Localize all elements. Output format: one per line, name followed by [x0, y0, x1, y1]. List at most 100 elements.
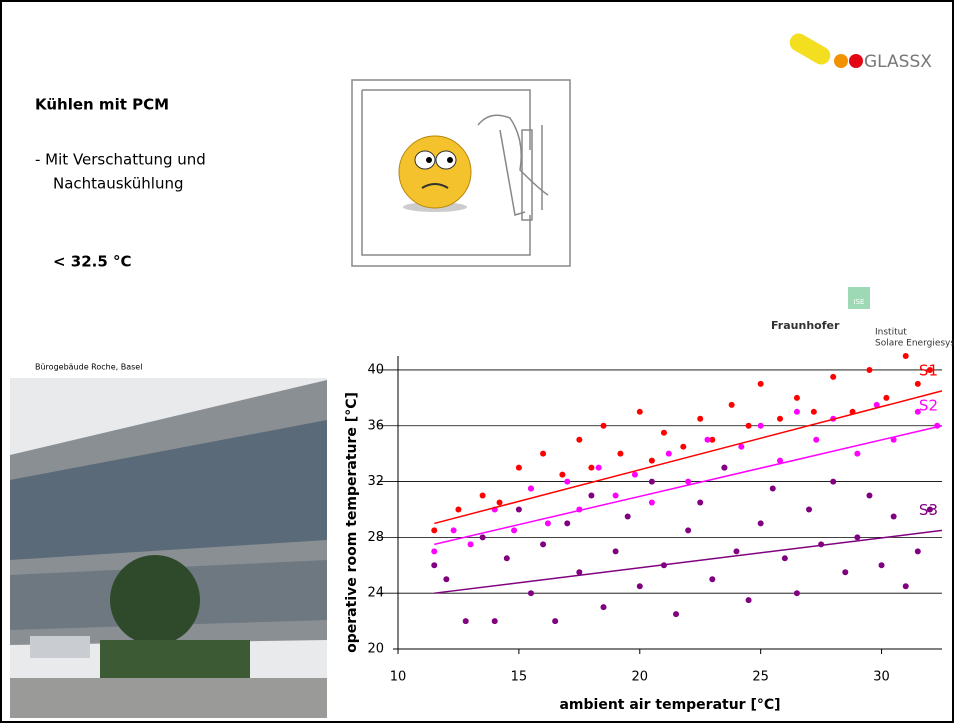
- point: [914, 408, 921, 415]
- point: [842, 569, 849, 576]
- point: [515, 464, 522, 471]
- trend-line: [434, 390, 943, 525]
- point: [564, 478, 571, 485]
- point: [491, 618, 498, 625]
- point: [496, 499, 503, 506]
- y-tick-label: 36: [367, 418, 384, 433]
- point: [515, 506, 522, 513]
- point: [890, 513, 897, 520]
- point: [648, 457, 655, 464]
- point: [806, 506, 813, 513]
- y-tick-label: 24: [367, 586, 384, 601]
- point: [612, 492, 619, 499]
- point: [467, 541, 474, 548]
- heading: Kühlen mit PCM: [35, 96, 169, 114]
- ise-badge: ISE: [854, 298, 865, 306]
- point: [636, 583, 643, 590]
- x-tick-label: 30: [873, 670, 890, 685]
- institut-name: Solare Energiesysteme: [875, 339, 954, 349]
- x-tick-label: 20: [632, 670, 649, 685]
- point: [503, 555, 510, 562]
- point: [685, 527, 692, 534]
- y-tick-label: 20: [367, 642, 384, 657]
- point: [636, 408, 643, 415]
- series-label: S1: [919, 361, 938, 379]
- point: [728, 401, 735, 408]
- point: [527, 485, 534, 492]
- point: [883, 394, 890, 401]
- point: [810, 408, 817, 415]
- point: [588, 464, 595, 471]
- trend-line: [434, 425, 943, 546]
- limit: < 32.5 °C: [53, 253, 132, 271]
- point: [612, 548, 619, 555]
- point: [878, 562, 885, 569]
- point: [595, 464, 602, 471]
- point: [813, 436, 820, 443]
- point: [777, 415, 784, 422]
- point: [902, 583, 909, 590]
- bullet: Nachtauskühlung: [53, 175, 184, 193]
- point: [455, 506, 462, 513]
- point: [721, 464, 728, 471]
- point: [648, 499, 655, 506]
- point: [617, 450, 624, 457]
- y-tick-label: 40: [367, 362, 384, 377]
- point: [793, 408, 800, 415]
- point: [854, 534, 861, 541]
- trend-line: [434, 529, 943, 594]
- point: [479, 492, 486, 499]
- point: [854, 450, 861, 457]
- point: [873, 401, 880, 408]
- x-tick-label: 15: [511, 670, 528, 685]
- point: [738, 443, 745, 450]
- point: [890, 436, 897, 443]
- x-tick-label: 25: [752, 670, 769, 685]
- point: [564, 520, 571, 527]
- point: [600, 604, 607, 611]
- point: [511, 527, 518, 534]
- point: [431, 548, 438, 555]
- point: [576, 569, 583, 576]
- point: [431, 562, 438, 569]
- point: [540, 541, 547, 548]
- series-label: S2: [919, 396, 938, 414]
- fraunhofer-text: Fraunhofer: [771, 319, 840, 332]
- room-diagram: [351, 79, 571, 267]
- photo-caption: Bürogebäude Roche, Basel: [35, 363, 142, 372]
- point: [914, 380, 921, 387]
- point: [757, 422, 764, 429]
- chart: 20 24 28 32 36 40 10 15 20 25 30 ambient air temper…: [344, 353, 943, 713]
- point: [866, 366, 873, 373]
- building-photo: [10, 378, 327, 718]
- point: [685, 478, 692, 485]
- point: [673, 611, 680, 618]
- glassx-logo: GLASSX: [789, 33, 932, 72]
- point: [757, 380, 764, 387]
- point: [443, 576, 450, 583]
- point: [660, 429, 667, 436]
- point: [777, 457, 784, 464]
- face-icon: [398, 135, 472, 212]
- fraunhofer-logo: ISE Fraunhofer Institut Solare Energiesy…: [771, 287, 954, 349]
- point: [540, 450, 547, 457]
- point: [733, 548, 740, 555]
- point: [757, 520, 764, 527]
- point: [697, 415, 704, 422]
- point: [914, 548, 921, 555]
- point: [479, 534, 486, 541]
- point: [866, 492, 873, 499]
- point: [680, 443, 687, 450]
- point: [462, 618, 469, 625]
- logo-text: GLASSX: [864, 52, 932, 72]
- bullet: - Mit Verschattung und: [35, 151, 206, 169]
- point: [902, 353, 909, 359]
- point: [704, 436, 711, 443]
- point: [709, 576, 716, 583]
- x-tick-label: 10: [390, 670, 407, 685]
- x-axis-title: ambient air temperatur [°C]: [559, 697, 780, 713]
- y-tick-label: 28: [367, 530, 384, 545]
- point: [665, 450, 672, 457]
- point: [576, 436, 583, 443]
- y-axis-title: operative room temperature [°C]: [344, 392, 360, 653]
